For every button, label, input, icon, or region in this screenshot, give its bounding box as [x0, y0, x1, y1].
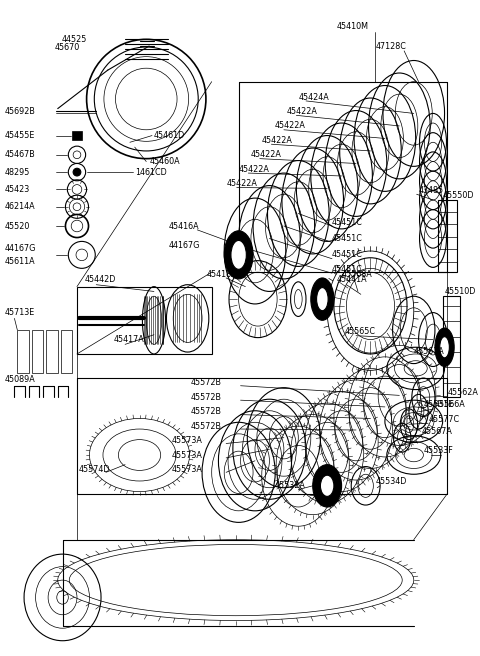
Text: 45422A: 45422A	[239, 165, 269, 174]
Text: 45572B: 45572B	[191, 379, 222, 387]
Text: 44525: 44525	[61, 35, 86, 44]
Text: 45460A: 45460A	[149, 157, 180, 166]
Bar	[438, 200, 457, 272]
Ellipse shape	[231, 241, 246, 270]
Text: 45451C: 45451C	[332, 251, 363, 259]
Text: 45422A: 45422A	[250, 150, 281, 159]
Text: 45565C: 45565C	[345, 327, 375, 337]
Text: 45567A: 45567A	[421, 428, 452, 436]
Text: 48295: 48295	[5, 168, 30, 176]
Text: 45670: 45670	[55, 43, 80, 52]
Bar	[32, 330, 43, 373]
Text: 45441A: 45441A	[337, 276, 367, 285]
Text: 45531E: 45531E	[423, 400, 454, 409]
Text: 45611A: 45611A	[5, 257, 36, 266]
Text: 45561A: 45561A	[414, 346, 444, 356]
Ellipse shape	[224, 231, 253, 279]
Bar	[72, 131, 82, 140]
Text: 45573A: 45573A	[171, 436, 202, 445]
Bar	[60, 330, 72, 373]
Text: 45461D: 45461D	[154, 131, 185, 140]
Text: 43485: 43485	[419, 186, 444, 195]
Text: 45574D: 45574D	[79, 465, 110, 474]
Text: 45451C: 45451C	[332, 265, 363, 274]
Text: 45572B: 45572B	[191, 407, 222, 416]
Ellipse shape	[317, 287, 328, 311]
Text: 45532A: 45532A	[274, 482, 305, 490]
Text: 45422A: 45422A	[274, 121, 305, 131]
Text: 45692B: 45692B	[5, 107, 36, 116]
Text: 45455E: 45455E	[5, 131, 35, 140]
Text: 45416A: 45416A	[168, 222, 199, 230]
Text: 45089A: 45089A	[5, 375, 36, 384]
Text: 45520: 45520	[5, 222, 30, 230]
Text: 45566A: 45566A	[435, 400, 466, 409]
Text: 45533F: 45533F	[423, 445, 453, 455]
Text: 45423: 45423	[5, 185, 30, 194]
Text: 45418A: 45418A	[207, 270, 238, 279]
Text: 45424A: 45424A	[298, 92, 329, 102]
Text: 45713E: 45713E	[5, 308, 35, 317]
Text: 45568A: 45568A	[342, 270, 372, 279]
Text: 45572B: 45572B	[191, 393, 222, 401]
Text: 45422A: 45422A	[227, 179, 258, 188]
Ellipse shape	[435, 328, 454, 367]
Text: 45467B: 45467B	[5, 150, 36, 159]
Text: 44167G: 44167G	[168, 241, 200, 250]
Text: 45410M: 45410M	[337, 22, 369, 31]
Bar	[443, 297, 460, 398]
Ellipse shape	[311, 278, 334, 320]
Text: 44167G: 44167G	[5, 243, 36, 253]
Ellipse shape	[440, 337, 449, 358]
Text: 45451C: 45451C	[332, 218, 363, 227]
Bar	[17, 330, 29, 373]
Text: 45442D: 45442D	[84, 276, 116, 285]
Ellipse shape	[313, 464, 342, 507]
Text: 46214A: 46214A	[5, 202, 36, 211]
Text: 47128C: 47128C	[375, 41, 406, 51]
Text: 45577C: 45577C	[428, 415, 459, 424]
Text: 45573A: 45573A	[171, 465, 202, 474]
Text: 45451C: 45451C	[332, 234, 363, 243]
Bar	[46, 330, 58, 373]
Text: 45510D: 45510D	[444, 287, 476, 296]
Text: 45562A: 45562A	[447, 388, 478, 397]
Ellipse shape	[321, 475, 334, 497]
Ellipse shape	[290, 282, 306, 316]
Text: 1461CD: 1461CD	[135, 168, 167, 176]
Text: 45573A: 45573A	[171, 451, 202, 459]
Text: 45422A: 45422A	[262, 136, 293, 145]
Circle shape	[73, 169, 81, 176]
Text: 45572B: 45572B	[191, 422, 222, 430]
Text: 45534D: 45534D	[375, 478, 407, 487]
Text: 45550D: 45550D	[443, 191, 474, 199]
Text: 45417A: 45417A	[114, 335, 144, 344]
Bar	[77, 287, 212, 354]
Text: 45422A: 45422A	[287, 107, 318, 116]
